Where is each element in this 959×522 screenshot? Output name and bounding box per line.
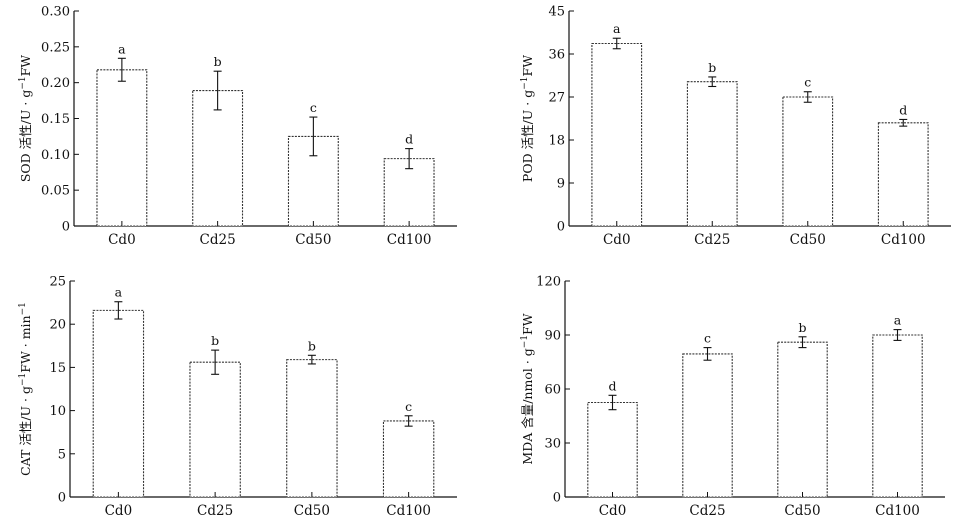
mda-significance-label: c — [704, 331, 711, 346]
pod-bar — [686, 81, 738, 227]
sod-significance-label: b — [214, 54, 222, 69]
mda-y-axis-title: MDA 含量/nmol · g−1FW — [520, 313, 535, 464]
mda-y-tick-label: 90 — [544, 329, 561, 344]
cat-bar — [382, 420, 435, 498]
pod-bar — [782, 96, 834, 227]
sod-significance-label: c — [310, 100, 317, 115]
cat-category-label: Cd0 — [105, 503, 133, 519]
cat-y-tick-label: 10 — [49, 404, 66, 419]
pod-category-label: Cd50 — [790, 232, 826, 248]
cat-category-label: Cd100 — [386, 503, 431, 519]
mda-bar — [587, 401, 638, 498]
pod-y-axis-title: POD 活性/U · g−1FW — [520, 55, 535, 182]
mda-bar — [777, 341, 828, 498]
pod-y-tick-label: 0 — [557, 220, 565, 235]
cat-significance-label: a — [115, 285, 123, 300]
mda-bar — [682, 353, 733, 498]
cat-chart: 0 5 10 15 20 25 Cd0 a Cd25 b Cd50 b Cd100 c CAT 活性/U ·… — [18, 275, 457, 519]
sod-bar — [383, 158, 435, 227]
cat-category-label: Cd25 — [197, 503, 233, 519]
mda-y-tick-label: 120 — [536, 275, 561, 290]
cat-significance-label: b — [308, 338, 316, 353]
sod-y-tick-label: 0 — [62, 220, 70, 235]
pod-y-tick-label: 27 — [548, 91, 565, 106]
sod-y-tick-label: 0.05 — [41, 184, 70, 199]
mda-category-label: Cd25 — [689, 503, 725, 519]
cat-y-axis-title: CAT 活性/U · g−1FW · min−1 — [18, 302, 33, 476]
pod-y-tick-label: 9 — [557, 177, 565, 192]
pod-category-label: Cd100 — [881, 232, 926, 248]
sod-y-tick-label: 0.25 — [41, 40, 70, 55]
cat-bar — [92, 309, 145, 498]
mda-y-tick-label: 30 — [544, 437, 561, 452]
mda-significance-label: b — [798, 320, 806, 335]
cat-y-tick-label: 15 — [49, 361, 66, 376]
pod-y-tick-label: 18 — [548, 134, 565, 149]
pod-significance-label: c — [804, 75, 811, 90]
pod-bar — [877, 122, 929, 227]
pod-bar — [591, 42, 643, 227]
pod-chart: 0 9 18 27 36 45 Cd0 a Cd25 b Cd50 c Cd100 d POD 活性/U ·… — [520, 5, 951, 248]
mda-category-label: Cd100 — [875, 503, 920, 519]
mda-bar — [872, 334, 923, 498]
cat-y-tick-label: 0 — [58, 491, 66, 506]
pod-category-label: Cd25 — [694, 232, 730, 248]
sod-y-tick-label: 0.30 — [41, 5, 70, 20]
sod-category-label: Cd100 — [387, 232, 432, 248]
sod-y-tick-label: 0.15 — [41, 112, 70, 127]
cat-y-tick-label: 25 — [49, 275, 66, 290]
pod-category-label: Cd0 — [603, 232, 631, 248]
mda-chart: 0 30 60 90 120 Cd0 d Cd25 c Cd50 b Cd100 a MDA 含量/nmo… — [520, 275, 945, 519]
cat-bar — [189, 361, 241, 498]
mda-y-tick-label: 60 — [544, 383, 561, 398]
cat-y-tick-label: 5 — [58, 447, 66, 462]
pod-y-tick-label: 36 — [548, 48, 565, 63]
sod-category-label: Cd0 — [108, 232, 136, 248]
sod-bar — [96, 69, 148, 227]
cat-category-label: Cd50 — [294, 503, 330, 519]
mda-y-tick-label: 0 — [553, 491, 561, 506]
sod-category-label: Cd50 — [295, 232, 331, 248]
sod-chart: 0 0.05 0.10 0.15 0.20 0.25 0.30 Cd0 a Cd25 b Cd50 c C… — [18, 5, 457, 248]
cat-y-tick-label: 20 — [49, 318, 66, 333]
sod-y-axis-title: SOD 活性/U · g−1FW — [18, 55, 33, 182]
mda-category-label: Cd50 — [784, 503, 820, 519]
sod-significance-label: d — [405, 132, 413, 147]
sod-y-tick-label: 0.20 — [41, 76, 70, 91]
cat-bar — [286, 359, 338, 498]
pod-y-tick-label: 45 — [548, 5, 565, 20]
mda-significance-label: a — [894, 313, 902, 328]
mda-category-label: Cd0 — [599, 503, 627, 519]
mda-significance-label: d — [608, 378, 616, 393]
sod-bar — [192, 90, 244, 227]
cat-significance-label: c — [405, 399, 412, 414]
sod-category-label: Cd25 — [200, 232, 236, 248]
sod-y-tick-label: 0.10 — [41, 148, 70, 163]
sod-significance-label: a — [118, 41, 126, 56]
pod-significance-label: a — [613, 21, 621, 36]
pod-significance-label: d — [899, 102, 907, 117]
pod-significance-label: b — [708, 60, 716, 75]
cat-significance-label: b — [211, 333, 219, 348]
